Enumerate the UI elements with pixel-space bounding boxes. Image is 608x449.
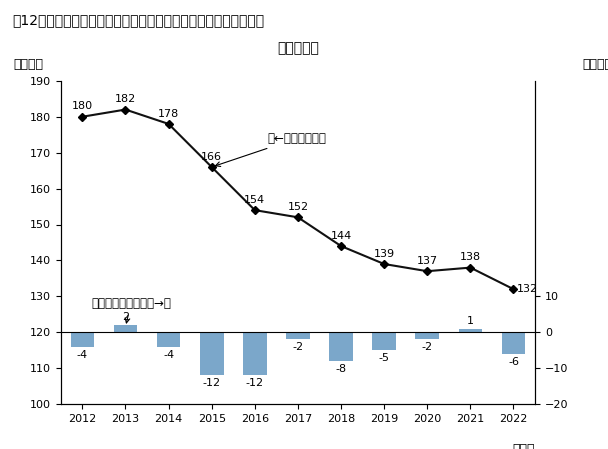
Text: -4: -4 (163, 349, 174, 360)
Text: 139: 139 (373, 249, 395, 259)
Text: 図12　若年層の「パート・アルバイト及びその希望者」数の推移: 図12 若年層の「パート・アルバイト及びその希望者」数の推移 (12, 13, 264, 27)
Text: 152: 152 (288, 202, 308, 212)
Text: 132: 132 (517, 284, 538, 294)
Text: 2: 2 (122, 312, 129, 322)
Text: 1: 1 (467, 316, 474, 326)
Text: （万人）: （万人） (13, 58, 43, 71)
Text: -4: -4 (77, 349, 88, 360)
Text: 138: 138 (460, 252, 481, 262)
Text: -12: -12 (202, 378, 221, 388)
Text: -5: -5 (379, 353, 390, 363)
Text: 144: 144 (330, 231, 351, 241)
Text: 154: 154 (244, 195, 265, 205)
Bar (502, 332, 525, 354)
Text: 137: 137 (416, 256, 438, 266)
Text: －男女計－: －男女計－ (277, 41, 319, 55)
Bar (200, 332, 224, 375)
Text: -8: -8 (336, 364, 347, 374)
Text: -12: -12 (246, 378, 264, 388)
Text: 対前年増減（右目盛→）: 対前年増減（右目盛→） (91, 297, 171, 323)
Bar (114, 325, 137, 332)
Text: （万人）: （万人） (582, 58, 608, 71)
Bar (458, 329, 482, 332)
Text: （←左目盛）実数: （←左目盛）実数 (215, 132, 326, 167)
Text: 166: 166 (201, 152, 222, 162)
Bar (243, 332, 267, 375)
Text: 182: 182 (115, 94, 136, 104)
Bar (415, 332, 439, 339)
Bar (71, 332, 94, 347)
Text: （年）: （年） (513, 443, 535, 449)
Bar (372, 332, 396, 350)
Text: -2: -2 (422, 342, 433, 352)
Bar (157, 332, 181, 347)
Bar (329, 332, 353, 361)
Text: -2: -2 (292, 342, 303, 352)
Text: -6: -6 (508, 357, 519, 367)
Text: 178: 178 (158, 109, 179, 119)
Text: 180: 180 (72, 101, 93, 111)
Bar (286, 332, 309, 339)
